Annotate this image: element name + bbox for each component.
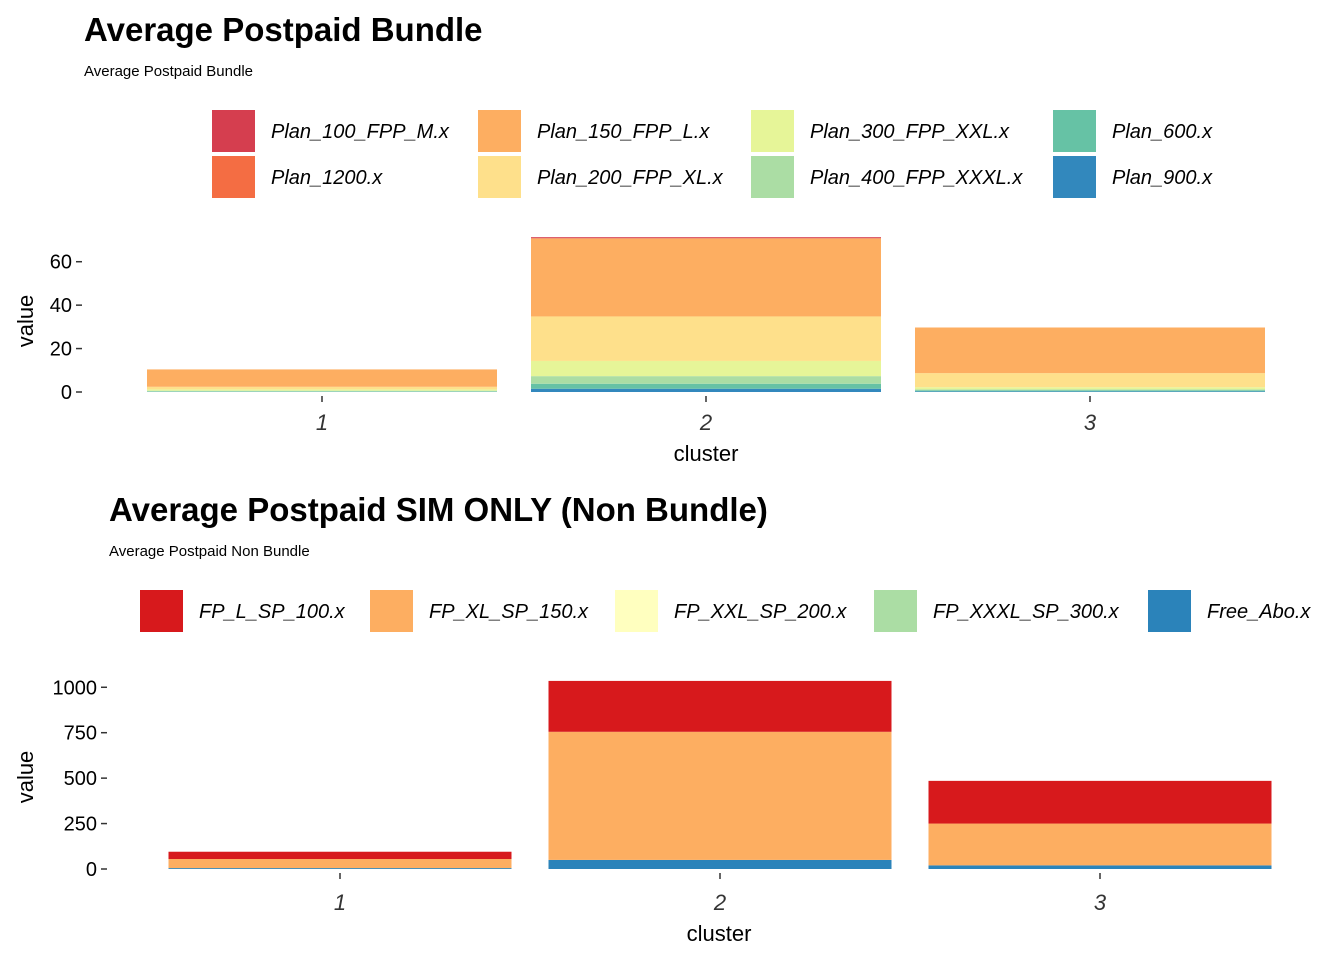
x-axis: 1 2 3	[316, 396, 1097, 435]
legend-item: FP_XXL_SP_200.x	[615, 590, 847, 632]
y-tick-label: 750	[64, 723, 97, 745]
bar-segment	[915, 389, 1265, 390]
x-axis-title: cluster	[687, 921, 752, 946]
panel-postpaid-sim-only: Average Postpaid SIM ONLY (Non Bundle) A…	[13, 491, 1311, 946]
legend-label: Plan_150_FPP_L.x	[537, 121, 710, 143]
bar-segment	[147, 389, 497, 390]
y-axis: 0 20 40 60	[50, 252, 82, 404]
x-tick-label: 1	[334, 890, 346, 915]
chart-subtitle: Average Postpaid Bundle	[84, 63, 253, 80]
y-tick-label: 0	[61, 382, 72, 404]
bar-segment	[531, 316, 881, 361]
bar-segment	[169, 852, 512, 859]
bar-segment	[531, 376, 881, 384]
legend-swatch	[751, 156, 794, 198]
y-tick-label: 0	[86, 859, 97, 881]
y-tick-label: 40	[50, 295, 72, 317]
bar-segment	[929, 781, 1272, 824]
bar-segment	[549, 732, 892, 860]
legend-item: FP_XL_SP_150.x	[370, 590, 589, 632]
chart-title: Average Postpaid Bundle	[84, 11, 483, 48]
legend: Plan_100_FPP_M.x Plan_150_FPP_L.x Plan_300…	[212, 110, 1213, 198]
bar-segment	[531, 389, 881, 392]
legend-item: Free_Abo.x	[1148, 590, 1311, 632]
legend-label: FP_XXL_SP_200.x	[674, 601, 847, 623]
legend-label: FP_XXXL_SP_300.x	[933, 601, 1120, 623]
x-tick-label: 2	[713, 890, 726, 915]
y-tick-label: 500	[64, 768, 97, 790]
bars	[147, 237, 1265, 392]
y-tick-label: 60	[50, 252, 72, 274]
legend-label: Plan_900.x	[1112, 167, 1213, 189]
bar-segment	[915, 373, 1265, 387]
legend: FP_L_SP_100.x FP_XL_SP_150.x FP_XXL_SP_200…	[140, 590, 1311, 632]
legend-swatch	[1148, 590, 1191, 632]
bar-segment	[531, 238, 881, 316]
legend-swatch	[370, 590, 413, 632]
legend-item: Plan_600.x	[1053, 110, 1213, 152]
legend-item: Plan_900.x	[1053, 156, 1213, 198]
legend-swatch	[212, 156, 255, 198]
legend-swatch	[478, 110, 521, 152]
legend-item: Plan_300_FPP_XXL.x	[751, 110, 1010, 152]
legend-label: FP_XL_SP_150.x	[429, 601, 589, 623]
legend-swatch	[212, 110, 255, 152]
bar-segment	[169, 859, 512, 868]
legend-item: Plan_150_FPP_L.x	[478, 110, 710, 152]
bar-segment	[169, 868, 512, 869]
y-axis-title: value	[13, 751, 38, 804]
legend-item: Plan_200_FPP_XL.x	[478, 156, 724, 198]
y-tick-label: 250	[64, 814, 97, 836]
legend-item: Plan_1200.x	[212, 156, 383, 198]
legend-label: Plan_600.x	[1112, 121, 1213, 143]
y-axis-title: value	[13, 295, 38, 348]
bar-segment	[531, 384, 881, 389]
panel-postpaid-bundle: Average Postpaid Bundle Average Postpaid…	[13, 11, 1265, 466]
y-tick-label: 1000	[53, 677, 98, 699]
legend-label: Plan_1200.x	[271, 167, 383, 189]
y-axis: 0 250 500 750 1000	[53, 677, 108, 881]
legend-item: FP_L_SP_100.x	[140, 590, 346, 632]
legend-item: FP_XXXL_SP_300.x	[874, 590, 1120, 632]
x-tick-label: 1	[316, 410, 328, 435]
legend-label: Plan_300_FPP_XXL.x	[810, 121, 1010, 143]
bar-segment	[147, 391, 497, 392]
bar-segment	[929, 865, 1272, 869]
bars	[169, 681, 1272, 869]
bar-segment	[531, 361, 881, 376]
legend-swatch	[1053, 110, 1096, 152]
legend-swatch	[615, 590, 658, 632]
legend-label: Plan_100_FPP_M.x	[271, 121, 450, 143]
legend-item: Plan_100_FPP_M.x	[212, 110, 450, 152]
chart-title: Average Postpaid SIM ONLY (Non Bundle)	[109, 491, 768, 528]
legend-label: Free_Abo.x	[1207, 601, 1311, 623]
x-tick-label: 2	[699, 410, 712, 435]
bar-segment	[915, 391, 1265, 392]
bar-segment	[915, 328, 1265, 374]
x-tick-label: 3	[1084, 410, 1097, 435]
legend-swatch	[751, 110, 794, 152]
bar-segment	[549, 860, 892, 869]
legend-swatch	[1053, 156, 1096, 198]
legend-label: Plan_400_FPP_XXXL.x	[810, 167, 1023, 189]
x-axis: 1 2 3	[334, 873, 1107, 915]
bar-segment	[147, 387, 497, 390]
legend-swatch	[478, 156, 521, 198]
bar-segment	[549, 681, 892, 732]
bar-segment	[147, 369, 497, 386]
chart-subtitle: Average Postpaid Non Bundle	[109, 543, 310, 560]
x-axis-title: cluster	[674, 441, 739, 466]
x-tick-label: 3	[1094, 890, 1107, 915]
legend-item: Plan_400_FPP_XXXL.x	[751, 156, 1023, 198]
bar-segment	[915, 390, 1265, 391]
legend-label: Plan_200_FPP_XL.x	[537, 167, 724, 189]
legend-label: FP_L_SP_100.x	[199, 601, 346, 623]
bar-segment	[915, 387, 1265, 389]
bar-segment	[929, 824, 1272, 866]
legend-swatch	[140, 590, 183, 632]
y-tick-label: 20	[50, 339, 72, 361]
bar-segment	[531, 237, 881, 238]
legend-swatch	[874, 590, 917, 632]
